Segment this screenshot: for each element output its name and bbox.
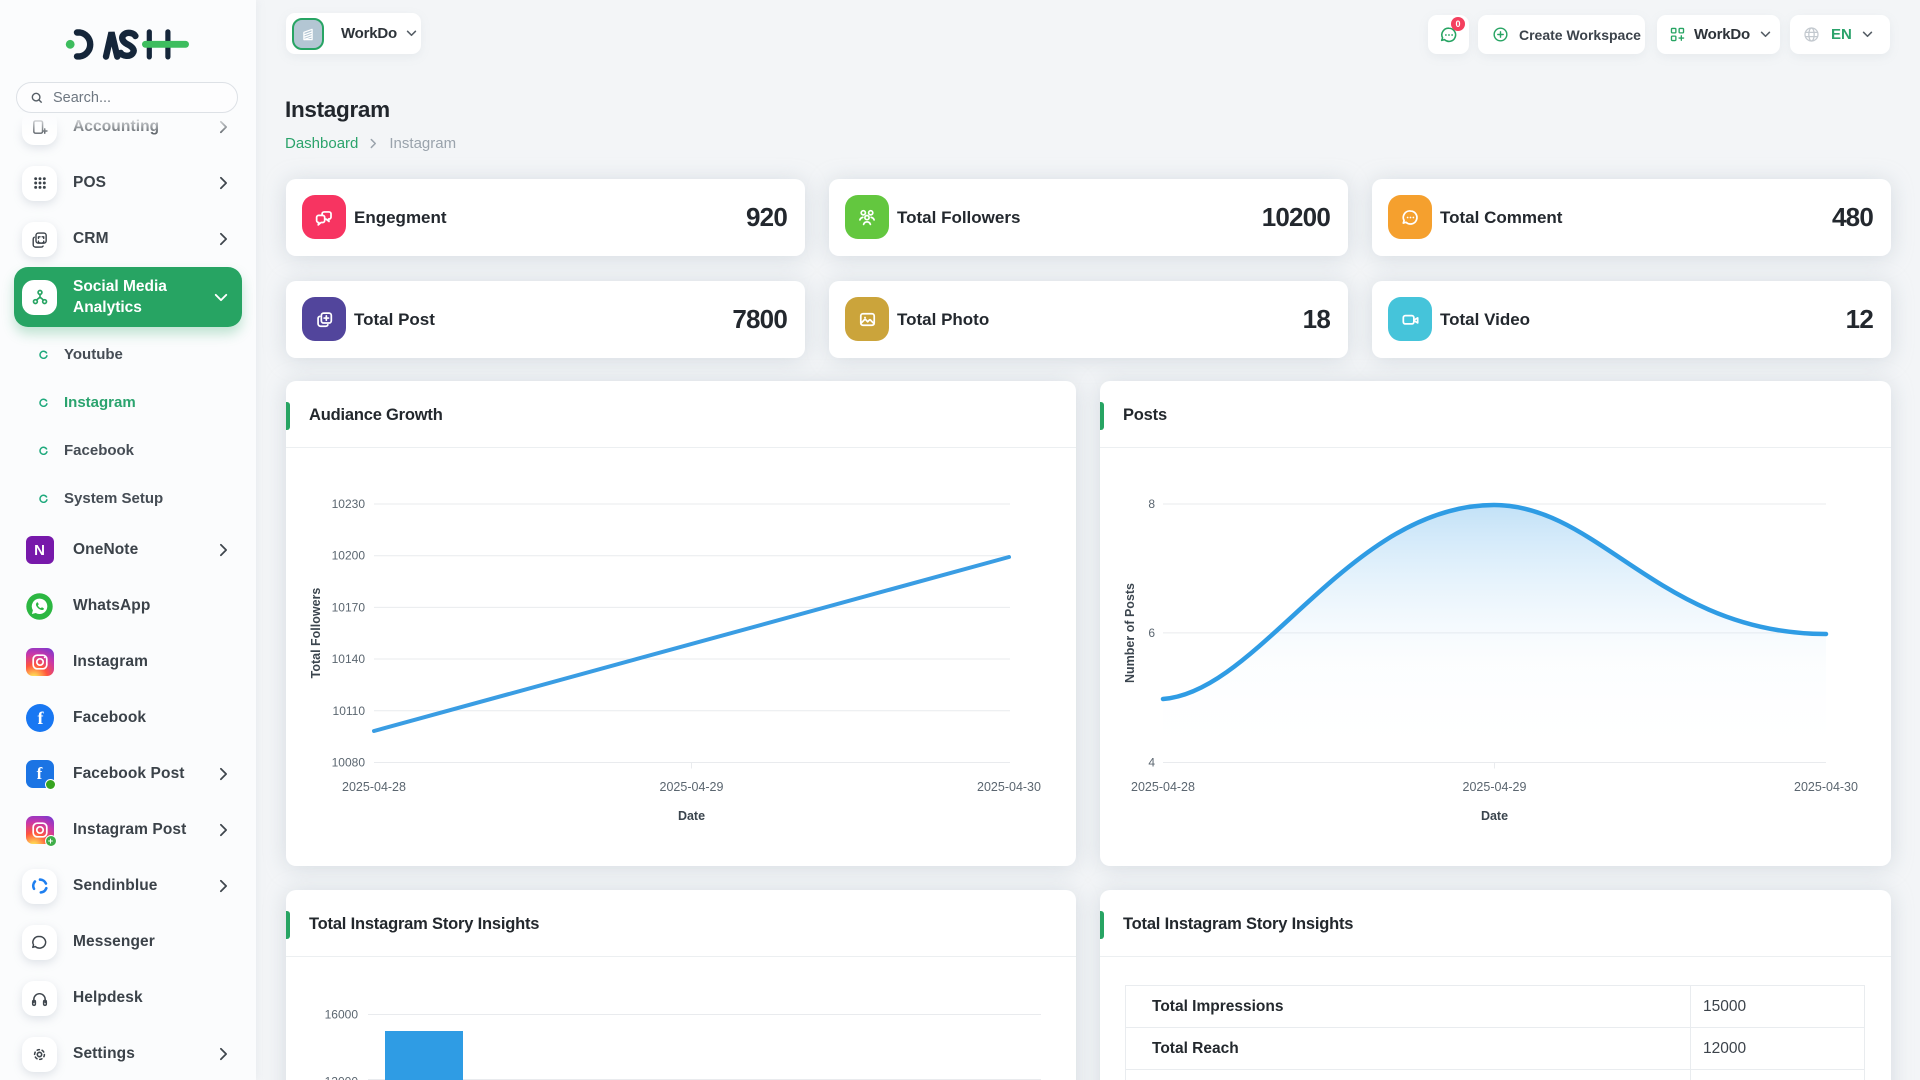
svg-text:10110: 10110	[333, 704, 366, 718]
svg-text:2025-04-30: 2025-04-30	[977, 780, 1041, 794]
svg-text:10170: 10170	[332, 600, 366, 614]
svg-text:2025-04-30: 2025-04-30	[1794, 780, 1858, 794]
svg-text:10230: 10230	[332, 497, 366, 511]
svg-text:Number of Posts: Number of Posts	[1123, 583, 1137, 683]
svg-text:2025-04-28: 2025-04-28	[342, 780, 406, 794]
svg-text:2025-04-29: 2025-04-29	[1463, 780, 1527, 794]
svg-text:10140: 10140	[332, 652, 366, 666]
svg-text:12000: 12000	[325, 1075, 359, 1080]
svg-text:16000: 16000	[325, 1008, 359, 1022]
svg-text:6: 6	[1148, 626, 1155, 640]
svg-text:2025-04-28: 2025-04-28	[1131, 780, 1195, 794]
svg-text:10080: 10080	[332, 756, 366, 770]
svg-text:4: 4	[1148, 756, 1155, 770]
svg-text:10200: 10200	[332, 549, 366, 563]
svg-text:Date: Date	[1481, 809, 1508, 823]
svg-text:Date: Date	[678, 809, 705, 823]
svg-text:8: 8	[1148, 497, 1155, 511]
svg-text:2025-04-29: 2025-04-29	[660, 780, 724, 794]
svg-text:Total Followers: Total Followers	[309, 588, 323, 679]
